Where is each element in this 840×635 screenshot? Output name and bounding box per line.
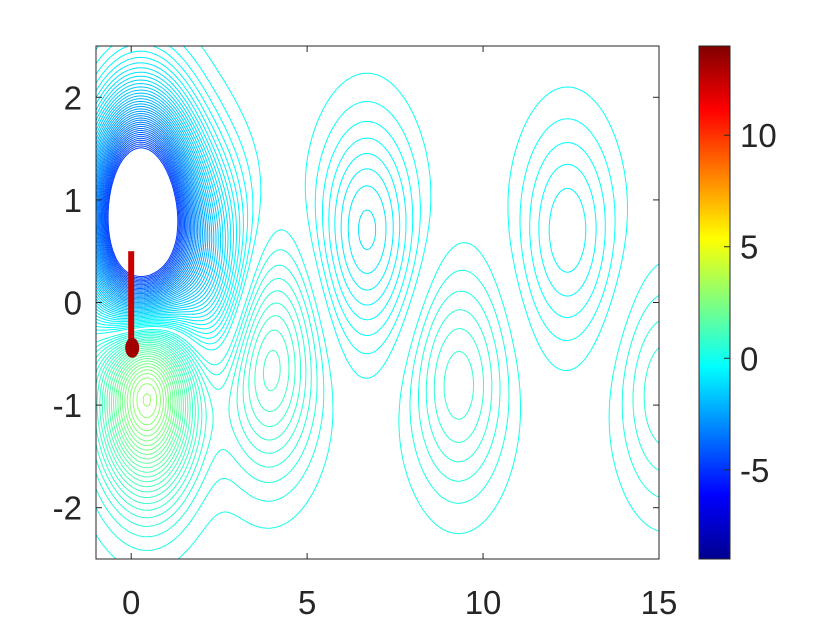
contour-line [96,315,296,505]
contour-line [113,353,180,464]
contour-line [96,89,217,311]
x-tick-label: 5 [298,584,316,621]
colorbar-tick-label: 0 [740,340,758,377]
contour-line [96,119,196,296]
contour-line [100,131,188,288]
contour-line [99,341,281,493]
x-tick-label: 15 [641,584,678,621]
contour-line [96,302,474,511]
contour-line [98,127,190,291]
contour-line [96,50,587,330]
contour-line [96,229,659,559]
contour-line [142,392,151,407]
contour-line [96,92,215,310]
contour-line [132,377,161,426]
colorbar [698,45,731,560]
contour-line [96,264,659,538]
contour-line [96,249,659,551]
contour-line [121,363,172,446]
contour-line [96,98,211,307]
contour-line [105,143,181,280]
contour-line [96,67,377,319]
contour-line [119,360,174,451]
contour-line [96,277,659,527]
contour-line [96,100,209,306]
contour-line [129,373,164,432]
contour-line [96,62,387,322]
contour-line [96,46,628,379]
contour-line [101,133,187,287]
y-tick-label: 2 [64,79,82,116]
y-tick-label: 1 [64,182,82,219]
contour-line [97,125,192,292]
contour-line [96,56,394,326]
contour-line [96,46,616,355]
y-tick-label: -1 [53,387,82,424]
contour-line [117,358,176,455]
contour-line [96,95,213,309]
plate-tip-lower [125,337,140,358]
plate-region [125,251,140,358]
contour-line [115,355,178,460]
contour-line [96,83,222,314]
y-tick-label: -2 [53,490,82,527]
colorbar-ticks: -5 0 5 10 [724,117,777,489]
y-tick-label: 0 [64,285,82,322]
colorbar-tick-label: -5 [740,452,769,489]
plate-strip [128,251,135,354]
contour-line [96,103,207,305]
contour-line [96,79,224,315]
contour-line [96,75,226,317]
contour-line [96,46,597,334]
contour-line [96,86,219,312]
contour-line [136,383,158,419]
contour-line [96,108,203,302]
contour-line [96,329,290,499]
plot-background [96,46,659,559]
contour-lines [96,46,659,559]
x-tick-label: 0 [122,584,140,621]
contour-line [126,369,167,437]
contour-line [96,105,205,303]
x-axis-ticks: 0 5 10 15 [122,46,677,621]
contour-line [96,121,194,295]
contour-line [110,351,182,469]
contour-line [96,115,199,298]
x-tick-label: 10 [465,584,502,621]
contour-line [103,137,184,284]
y-axis-ticks: -2 -1 0 1 2 [53,79,659,527]
colorbar-tick-label: 5 [740,229,758,266]
contour-line [124,366,169,442]
colorbar-tick-label: 10 [740,117,777,154]
contour-line [96,71,229,318]
